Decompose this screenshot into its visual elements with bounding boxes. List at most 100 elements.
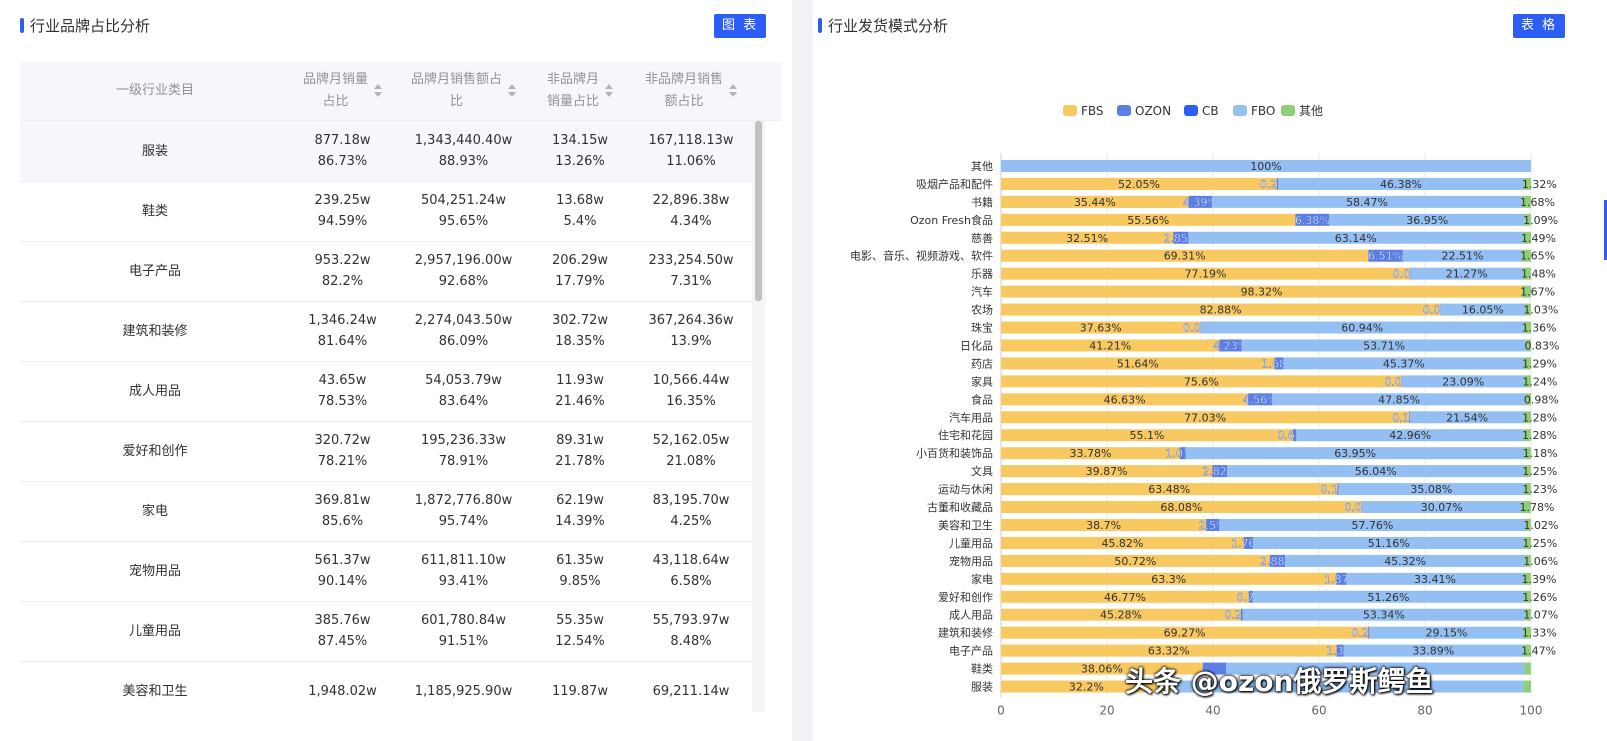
table-row[interactable]: 建筑和装修 1,346.24w 81.64% 2,274,043.50w 86.09% 3… xyxy=(20,301,755,362)
category-cell: 鞋类 xyxy=(20,181,290,241)
table-row[interactable]: 宠物用品 561.37w 90.14% 611,811.10w 93.41% 61.35w… xyxy=(20,541,755,602)
data-label: 4.23% xyxy=(1213,339,1248,352)
data-label: 4.56% xyxy=(1243,393,1278,406)
metric-value: 69,211.14w xyxy=(652,683,730,699)
legend-label[interactable]: FBS xyxy=(1081,104,1104,118)
sort-icon[interactable] xyxy=(508,84,516,98)
table-row[interactable]: 鞋类 239.25w 94.59% 504,251.24w 95.65% 13.68w 5.… xyxy=(20,181,755,242)
chart-view-toggle-button[interactable]: 图 表 xyxy=(714,14,767,38)
table-row[interactable]: 电子产品 953.22w 82.2% 2,957,196.00w 92.68% 206.2… xyxy=(20,241,755,302)
brand-share-title: 行业品牌占比分析 xyxy=(30,17,151,35)
bar-segment-其他 xyxy=(1525,393,1532,406)
bar-segment-FBO xyxy=(1241,339,1527,352)
metric-cell: 61.35w 9.85% xyxy=(532,541,628,601)
bar-segment-OZON xyxy=(1295,213,1330,226)
bar-segment-FBO xyxy=(1329,213,1526,226)
category-name: 成人用品 xyxy=(128,383,181,399)
sort-icon[interactable] xyxy=(729,84,737,98)
side-handle[interactable] xyxy=(1604,200,1607,260)
metric-cell: 561.37w 90.14% xyxy=(290,541,395,601)
y-category-label: 电子产品 xyxy=(949,644,993,658)
metric-percent: 9.85% xyxy=(559,574,601,589)
metric-percent: 95.74% xyxy=(438,514,489,529)
metric-percent: 21.78% xyxy=(555,454,605,469)
metric-percent: 90.14% xyxy=(317,574,368,589)
column-header-category[interactable]: 一级行业类目 xyxy=(115,83,194,98)
data-label: 1.07% xyxy=(1523,609,1558,622)
table-row[interactable]: 成人用品 43.65w 78.53% 54,053.79w 83.64% 11.93w 21… xyxy=(20,361,755,422)
y-category-label: 珠宝 xyxy=(971,321,993,335)
metric-percent: 18.35% xyxy=(555,334,605,349)
bar-segment-FBS xyxy=(1001,501,1362,514)
legend-label[interactable]: CB xyxy=(1202,104,1219,118)
bar-segment-FBO xyxy=(1343,644,1524,657)
data-label: 63.32% xyxy=(1148,645,1190,658)
metric-cell: 62.19w 14.39% xyxy=(532,481,628,541)
metric-value: 55.35w xyxy=(556,613,604,628)
y-category-label: 乐器 xyxy=(971,268,993,281)
metric-cell: 1,346.24w 81.64% xyxy=(290,301,395,361)
bar-segment-FBS xyxy=(1001,177,1277,190)
bar-segment-FBO xyxy=(1410,267,1524,280)
bar-segment-其他 xyxy=(1524,590,1531,603)
bar-segment-FBS xyxy=(1001,608,1241,621)
column-header-nonbrand-volume-share[interactable]: 非品牌月 销量占比 xyxy=(532,62,628,120)
table-row[interactable]: 家电 369.81w 85.6% 1,872,776.80w 95.74% 62.19w 1… xyxy=(20,481,755,542)
data-label: 60.94% xyxy=(1341,322,1383,335)
data-label: 1.32% xyxy=(1522,178,1557,191)
legend-swatch xyxy=(1281,105,1295,116)
metric-cell: 233,254.50w 7.31% xyxy=(628,241,754,301)
bar-segment-FBS xyxy=(1001,572,1337,585)
column-header-nonbrand-sales-share[interactable]: 非品牌月销售 额占比 xyxy=(628,62,754,120)
data-label: 51.64% xyxy=(1117,357,1159,370)
data-label: 1.68% xyxy=(1520,196,1555,209)
legend-swatch xyxy=(1063,105,1077,116)
metric-cell: 167,118.13w 11.06% xyxy=(628,121,754,181)
metric-cell: 1,185,925.90w xyxy=(395,661,532,712)
data-label: 6.38% xyxy=(1295,214,1330,227)
category-name: 美容和卫生 xyxy=(122,683,188,699)
metric-percent: 11.06% xyxy=(666,154,716,169)
bar-segment-其他 xyxy=(1524,429,1531,442)
metric-percent: 78.53% xyxy=(317,394,368,409)
bar-segment-FBS xyxy=(1001,554,1270,567)
legend-label[interactable]: FBO xyxy=(1251,104,1275,118)
bar-segment-其他 xyxy=(1524,411,1531,424)
metric-percent: 16.35% xyxy=(666,394,716,409)
column-header-brand-sales-share[interactable]: 品牌月销售额占比 xyxy=(395,62,532,120)
metric-value: 1,343,440.40w xyxy=(414,133,513,148)
legend-label[interactable]: 其他 xyxy=(1299,104,1323,118)
bar-segment-FBS xyxy=(1001,429,1294,442)
data-label: 1.67% xyxy=(1520,286,1555,299)
sort-icon[interactable] xyxy=(374,84,382,98)
data-label: 0.98% xyxy=(1524,393,1559,406)
column-header-brand-volume-share[interactable]: 品牌月销量 占比 xyxy=(290,62,395,120)
table-row[interactable]: 儿童用品 385.76w 87.45% 601,780.84w 91.51% 55.35w… xyxy=(20,601,755,662)
data-label: 1.26% xyxy=(1522,591,1557,604)
table-view-toggle-button[interactable]: 表 格 xyxy=(1513,14,1566,38)
metric-cell: 134.15w 13.26% xyxy=(532,121,628,181)
data-label: 100% xyxy=(1250,160,1281,173)
bar-segment-OZON xyxy=(1173,231,1189,244)
table-row[interactable]: 爱好和创作 320.72w 78.21% 195,236.33w 78.91% 89.31… xyxy=(20,421,755,482)
table-row[interactable]: 服装 877.18w 86.73% 1,343,440.40w 88.93% 134.15… xyxy=(20,121,755,182)
metric-value: 195,236.33w xyxy=(420,433,507,448)
table-row[interactable]: 美容和卫生 1,948.02w 1,185,925.90w 119.87w 69,211… xyxy=(20,661,755,712)
scrollbar-thumb[interactable] xyxy=(755,121,762,301)
metric-percent: 82.2% xyxy=(321,274,364,289)
bar-segment-FBO xyxy=(1410,411,1525,424)
sort-icon[interactable] xyxy=(605,84,613,98)
bar-segment-OZON xyxy=(1276,177,1279,190)
data-label: 1.36% xyxy=(1522,322,1557,335)
y-category-label: 服装 xyxy=(971,681,993,694)
legend-label[interactable]: OZON xyxy=(1135,104,1171,118)
metric-value: 385.76w xyxy=(314,613,371,628)
metric-cell: 1,872,776.80w 95.74% xyxy=(395,481,532,541)
bar-segment-FBS xyxy=(1001,626,1369,639)
y-category-label: 建筑和装修 xyxy=(938,626,993,640)
bar-segment-其他 xyxy=(1524,536,1531,549)
bar-segment-其他 xyxy=(1525,518,1531,531)
category-name: 儿童用品 xyxy=(128,623,181,639)
bar-segment-FBS xyxy=(1001,267,1411,280)
metric-percent: 7.31% xyxy=(670,274,712,289)
